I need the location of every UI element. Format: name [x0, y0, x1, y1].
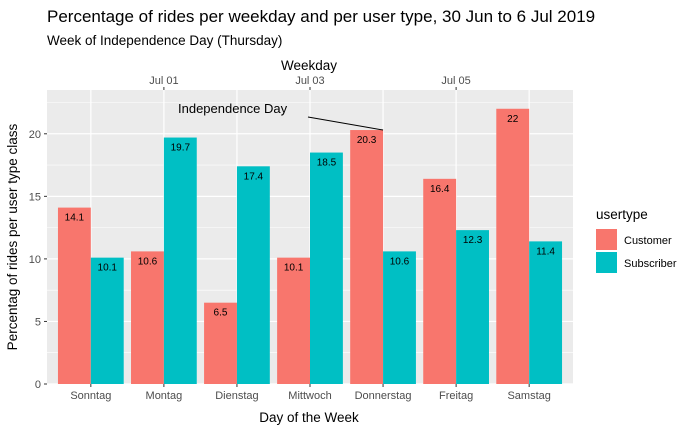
- bar: [456, 230, 489, 384]
- bars-layer: [57, 108, 563, 384]
- bar: [57, 207, 91, 384]
- bar-value-label: 14.1: [65, 213, 85, 224]
- bar-value-label: 11.4: [536, 246, 555, 257]
- x-tick-label: Dienstag: [215, 390, 258, 402]
- chart-subtitle: Week of Independence Day (Thursday): [47, 33, 282, 48]
- top-axis-title: Weekday: [281, 58, 337, 73]
- y-tick-label: 15: [29, 191, 41, 203]
- bar: [496, 108, 530, 384]
- x-tick-label: Donnerstag: [355, 390, 412, 402]
- bar: [90, 257, 124, 384]
- annotation-label: Independence Day: [178, 101, 288, 116]
- bar: [204, 302, 237, 384]
- top-axis-tick-label: Jul 03: [295, 75, 324, 87]
- bar: [131, 251, 164, 384]
- legend-title: usertype: [596, 207, 648, 222]
- bar-value-label: 16.4: [430, 184, 450, 195]
- x-tick-label: Montag: [146, 390, 183, 402]
- x-tick-label: Samstag: [507, 390, 550, 402]
- bar-value-label: 17.4: [244, 171, 264, 182]
- bar: [310, 152, 343, 384]
- bar-value-label: 18.5: [317, 158, 337, 169]
- y-tick-label: 20: [29, 129, 41, 141]
- legend-label: Customer: [624, 235, 672, 247]
- bar-value-label: 19.7: [171, 143, 191, 154]
- legend-swatch: [596, 252, 617, 273]
- bar: [277, 257, 310, 384]
- bar: [236, 166, 270, 384]
- annotation-layer: Independence Day: [178, 101, 384, 131]
- bar: [529, 241, 563, 384]
- bar-value-label: 10.1: [284, 263, 304, 274]
- top-axis-tick-label: Jul 01: [149, 75, 178, 87]
- bar: [350, 130, 384, 384]
- bar-value-label: 10.6: [390, 256, 410, 267]
- y-tick-label: 10: [29, 254, 41, 266]
- top-axis: Jul 01 Jul 03 Jul 05: [149, 75, 471, 90]
- annotation-pointer: [307, 116, 384, 131]
- x-tick-label: Sonntag: [70, 390, 111, 402]
- bar-labels-layer: 14.1 10.6 6.5 10.1 20.3 16.4 22 10.1 19.7 17.4 18.…: [65, 114, 556, 319]
- y-axis: 0 5 10 15 20: [29, 129, 47, 391]
- y-tick-label: 5: [35, 316, 41, 328]
- legend-swatch: [596, 229, 617, 250]
- bar-value-label: 10.6: [138, 256, 158, 267]
- bar-value-label: 22: [507, 114, 519, 125]
- x-tick-label: Freitag: [439, 390, 473, 402]
- bar-value-label: 10.1: [98, 263, 118, 274]
- chart-title: Percentage of rides per weekday and per …: [47, 7, 595, 26]
- legend: usertype Customer Subscriber: [596, 207, 677, 273]
- y-axis-title: Percentag of rides per user type class: [5, 123, 20, 350]
- bar: [423, 178, 457, 384]
- top-axis-tick-label: Jul 05: [441, 75, 470, 87]
- bar-value-label: 20.3: [357, 135, 377, 146]
- y-tick-label: 0: [35, 379, 41, 391]
- bar: [163, 137, 197, 384]
- x-axis-title: Day of the Week: [259, 410, 359, 425]
- bar-value-label: 12.3: [463, 235, 483, 246]
- bar: [383, 251, 416, 384]
- bar-value-label: 6.5: [214, 308, 228, 319]
- x-axis: Sonntag Montag Dienstag Mittwoch Donnerstag F…: [70, 384, 551, 402]
- x-tick-label: Mittwoch: [288, 390, 331, 402]
- legend-label: Subscriber: [624, 258, 677, 270]
